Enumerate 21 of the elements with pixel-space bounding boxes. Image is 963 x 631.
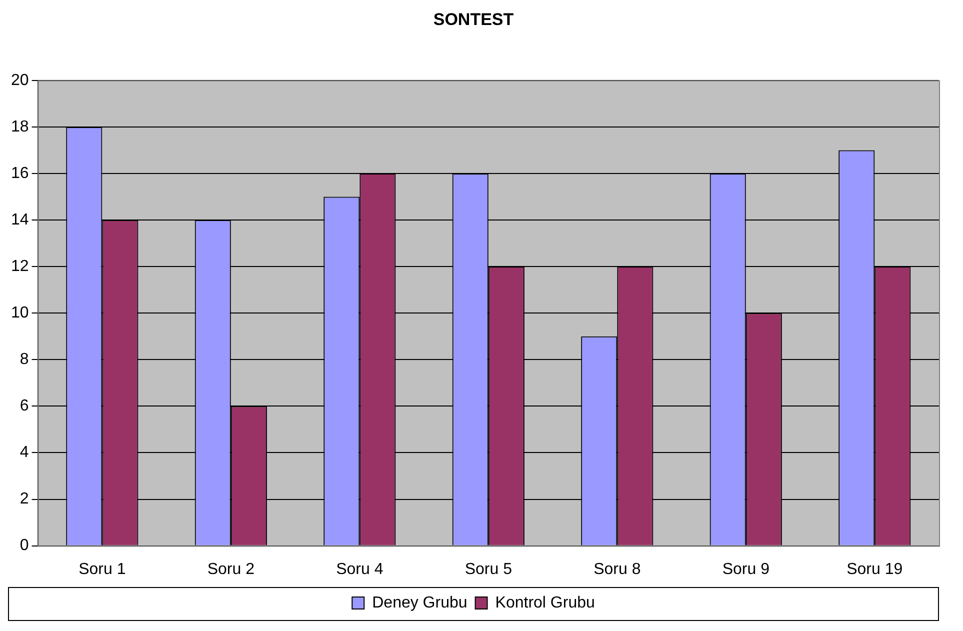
y-tick-label: 8 [20, 351, 29, 368]
x-tick-label: Soru 2 [207, 560, 255, 578]
legend-label: Kontrol Grubu [495, 594, 595, 612]
y-tick-label: 20 [11, 72, 29, 89]
y-tick-label: 14 [11, 211, 29, 228]
y-tick-label: 10 [11, 304, 29, 322]
y-tick-label: 4 [20, 444, 29, 462]
x-tick-label: Soru 9 [722, 560, 770, 578]
legend-label: Deney Grubu [372, 594, 468, 612]
y-tick-label: 16 [11, 164, 29, 182]
x-tick-label: Soru 19 [846, 560, 903, 578]
x-tick-label: Soru 8 [594, 560, 641, 578]
y-tick-label: 18 [11, 118, 29, 136]
chart-title: SONTEST [433, 10, 514, 29]
x-tick-label: Soru 4 [336, 560, 384, 578]
y-tick-label: 12 [11, 258, 29, 275]
x-tick-label: Soru 5 [464, 560, 512, 578]
x-tick-label: Soru 1 [78, 560, 126, 578]
y-tick-label: 2 [20, 490, 29, 508]
y-tick-label: 0 [20, 537, 29, 554]
y-tick-label: 6 [20, 398, 29, 415]
